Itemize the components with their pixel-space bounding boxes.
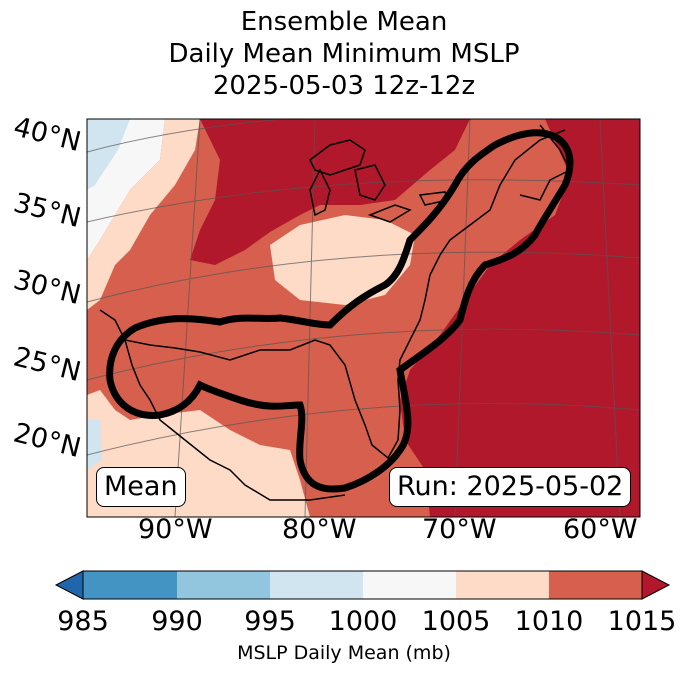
lake-erie (367, 204, 412, 223)
lon-label-60w: 60°W (563, 514, 638, 545)
colorbar-extend-low (54, 570, 84, 600)
colorbar-tick-995: 995 (244, 606, 296, 637)
colorbar-tick-990: 990 (151, 606, 203, 637)
mslp-field-1005-1010-center (270, 215, 415, 305)
mslp-field-1005-1010-northwest (87, 119, 200, 310)
gulf-coast-west (99, 309, 346, 501)
colorbar-tick-985: 985 (57, 606, 109, 637)
colorbar-tick-1005: 1005 (421, 606, 491, 637)
parallel-25n (87, 328, 640, 381)
colorbar (54, 570, 671, 600)
lon-label-70w: 70°W (422, 514, 497, 545)
lon-label-80w: 80°W (282, 514, 357, 545)
parallel-30n (87, 251, 640, 303)
lake-michigan (309, 168, 331, 217)
title-line-1: Ensemble Mean (240, 7, 448, 37)
lon-label-90w: 90°W (138, 514, 213, 545)
colorbar-bin-985-990 (83, 571, 177, 599)
colorbar-bin-990-995 (177, 571, 270, 599)
colorbar-extend-high (641, 570, 671, 600)
map-frame (86, 118, 641, 518)
colorbar-label: MSLP Daily Mean (mb) (237, 642, 451, 664)
mslp-field-above-1015-atlantic (400, 119, 640, 517)
title-line-2: Daily Mean Minimum MSLP (168, 39, 520, 69)
meridian-60w (599, 119, 621, 517)
parallel-40n (87, 119, 640, 153)
colorbar-bin-1010-1015 (549, 571, 642, 599)
colorbar-tick-1000: 1000 (328, 606, 398, 637)
run-date-label-box: Run: 2025-05-02 (389, 467, 632, 507)
colorbar-tick-1015: 1015 (607, 606, 677, 637)
colorbar-bin-1005-1010 (456, 571, 549, 599)
colorbar-bin-995-1000 (270, 571, 363, 599)
parallel-20n (87, 402, 640, 456)
colorbar-tick-1010: 1010 (514, 606, 584, 637)
graticule (87, 119, 640, 517)
map-area (87, 119, 640, 517)
us-east-coast (124, 129, 566, 460)
mean-label-box: Mean (96, 467, 186, 507)
mslp-field-995-1000-southwest (87, 420, 102, 470)
probability-contour (106, 129, 574, 493)
maritimes-coast (519, 124, 572, 201)
colorbar-frame (82, 570, 643, 600)
mslp-field-995-1000-northwest (87, 119, 130, 190)
meridian-80w (304, 119, 316, 517)
title-line-3: 2025-05-03 12z-12z (212, 71, 476, 101)
colorbar-bin-1000-1005 (363, 571, 456, 599)
lake-huron (354, 164, 386, 201)
parallel-35n (87, 179, 640, 223)
